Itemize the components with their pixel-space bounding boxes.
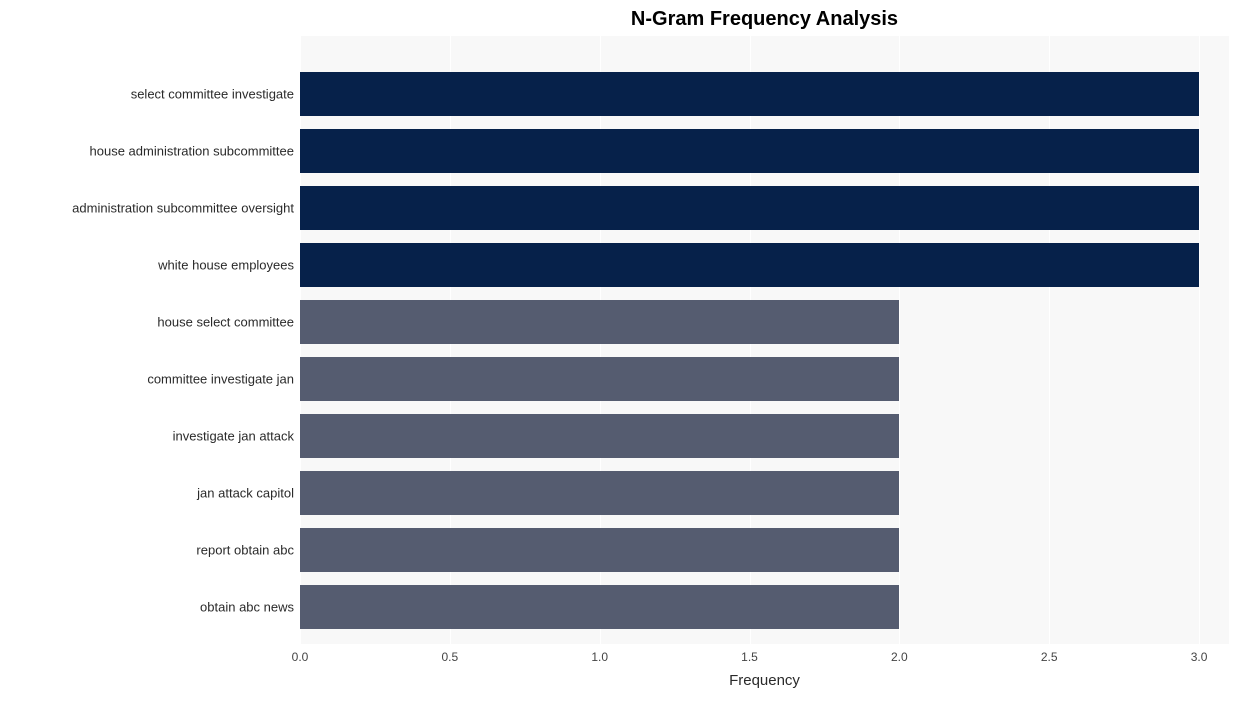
plot-area	[300, 36, 1229, 644]
x-tick-label: 0.0	[292, 650, 309, 664]
x-axis-title: Frequency	[300, 672, 1229, 689]
bar	[300, 186, 1199, 230]
grid-line	[899, 36, 900, 644]
bar	[300, 243, 1199, 287]
bar	[300, 357, 899, 401]
y-tick-label: obtain abc news	[200, 599, 294, 614]
x-tick-label: 1.0	[591, 650, 608, 664]
bar	[300, 528, 899, 572]
chart-title: N-Gram Frequency Analysis	[300, 8, 1229, 31]
grid-line	[1199, 36, 1200, 644]
y-tick-label: report obtain abc	[196, 542, 294, 557]
x-tick-label: 2.5	[1041, 650, 1058, 664]
bar	[300, 129, 1199, 173]
ngram-chart: N-Gram Frequency Analysis select committ…	[0, 0, 1239, 701]
y-tick-label: white house employees	[158, 257, 294, 272]
y-tick-label: select committee investigate	[131, 86, 294, 101]
grid-line	[1049, 36, 1050, 644]
y-tick-label: house administration subcommittee	[90, 143, 295, 158]
y-tick-label: administration subcommittee oversight	[72, 200, 294, 215]
y-tick-label: committee investigate jan	[147, 371, 294, 386]
bar	[300, 72, 1199, 116]
x-tick-label: 1.5	[741, 650, 758, 664]
bar	[300, 471, 899, 515]
y-tick-label: jan attack capitol	[197, 485, 294, 500]
bar	[300, 300, 899, 344]
y-tick-label: house select committee	[157, 314, 294, 329]
bar	[300, 414, 899, 458]
bar	[300, 585, 899, 629]
y-tick-label: investigate jan attack	[173, 428, 294, 443]
x-tick-label: 3.0	[1191, 650, 1208, 664]
x-tick-label: 0.5	[441, 650, 458, 664]
x-tick-label: 2.0	[891, 650, 908, 664]
